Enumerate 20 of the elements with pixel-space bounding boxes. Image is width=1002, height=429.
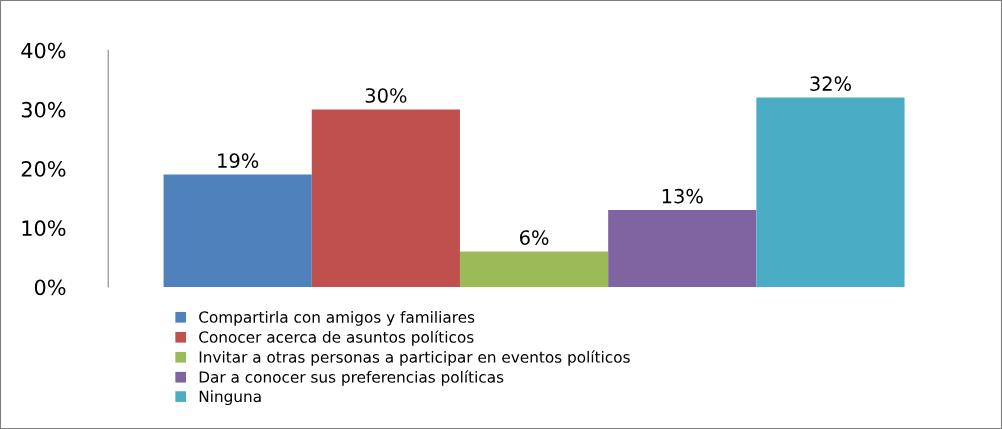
legend-label: Ninguna xyxy=(199,390,261,406)
data-label: 30% xyxy=(365,88,407,103)
legend-label: Dar a conocer sus preferencias políticas xyxy=(199,370,504,386)
legend-label: Invitar a otras personas a participar en eventos políticos xyxy=(199,350,630,366)
y-tick-label: 20% xyxy=(21,161,66,177)
bar xyxy=(459,251,609,287)
y-tick-label: 30% xyxy=(21,101,66,118)
legend-label: Compartirla con amigos y familiares xyxy=(199,311,475,326)
legend-label: Conocer acerca de asuntos políticos xyxy=(199,330,474,346)
bar xyxy=(163,174,312,287)
data-label: 6% xyxy=(520,230,549,245)
y-tick-label: 40% xyxy=(21,42,66,59)
bar xyxy=(311,109,460,287)
data-label: 13% xyxy=(662,188,703,204)
y-tick-label: 10% xyxy=(22,220,66,237)
bar xyxy=(608,210,757,287)
data-label: 32% xyxy=(810,76,851,92)
data-label: 19% xyxy=(218,153,259,168)
bar xyxy=(756,97,905,287)
y-tick-label: 0% xyxy=(34,279,66,296)
